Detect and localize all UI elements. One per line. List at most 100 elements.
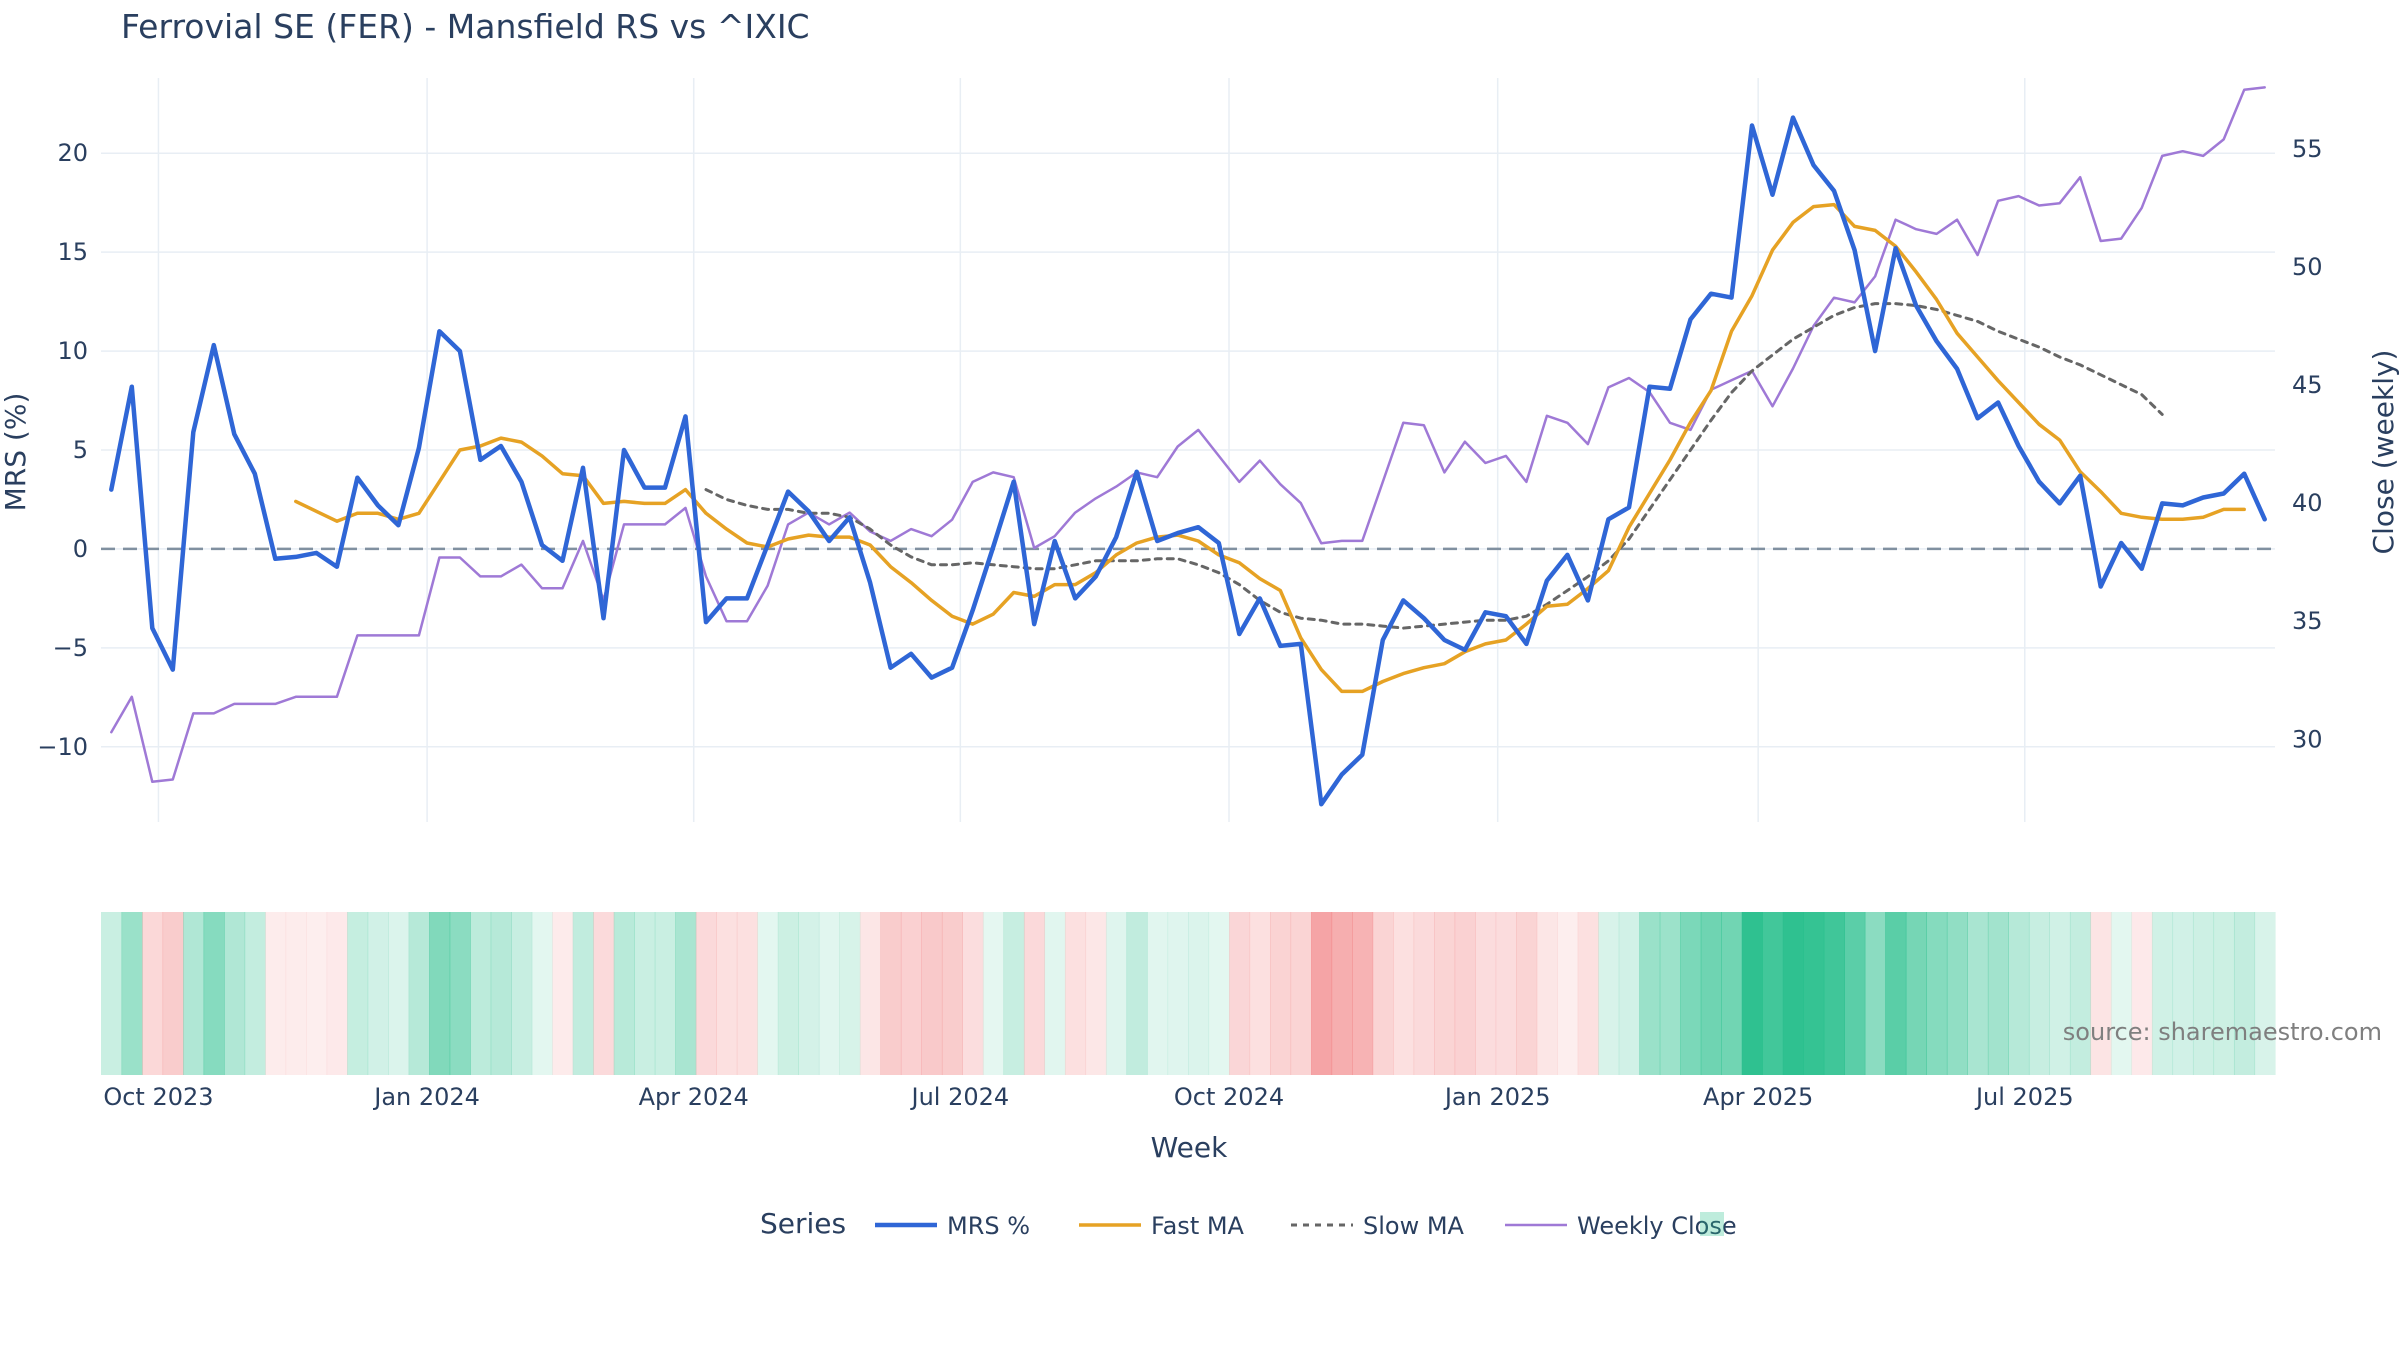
heatmap-cell — [1352, 912, 1374, 1075]
heatmap-cell — [593, 912, 615, 1075]
heatmap-cell — [2008, 912, 2030, 1075]
heatmap-cell — [2213, 912, 2235, 1075]
left-tick-label: 5 — [73, 436, 88, 464]
legend: Series MRS % Fast MA Slow MA Weekly Close — [760, 1207, 1737, 1240]
heatmap-cell — [1229, 912, 1251, 1075]
heatmap-cell — [2192, 912, 2215, 1075]
heatmap-cell — [798, 912, 820, 1075]
heatmap-cell — [1803, 912, 1825, 1075]
heatmap-cell — [634, 912, 656, 1075]
series-line-fast-ma — [294, 202, 2246, 694]
heatmap-cell — [1639, 912, 1661, 1075]
heatmap-cell — [1700, 912, 1722, 1075]
heatmap-cell — [224, 912, 246, 1075]
heatmap-cell — [2049, 912, 2071, 1075]
heatmap-cell — [1023, 912, 1046, 1075]
heatmap-cell — [818, 912, 840, 1075]
left-tick-label: 0 — [73, 535, 88, 563]
heatmap-cell — [1659, 912, 1681, 1075]
gridlines — [101, 78, 2275, 822]
heatmap-cell — [101, 912, 123, 1075]
heatmap-cell — [1987, 912, 2009, 1075]
left-tick-label: 10 — [57, 337, 88, 365]
heatmap-cell — [1475, 912, 1497, 1075]
heatmap-cell — [1208, 912, 1230, 1075]
heatmap-cell — [1064, 912, 1087, 1075]
heatmap-cell — [1495, 912, 1517, 1075]
heatmap-cell — [1782, 912, 1804, 1075]
legend-title: Series — [760, 1207, 846, 1240]
source-label: source: sharemaestro.com — [2063, 1018, 2382, 1046]
heatmap-cell — [449, 912, 471, 1075]
right-tick-label: 35 — [2292, 607, 2323, 635]
heatmap-cell — [2131, 912, 2153, 1075]
heatmap-cell — [613, 912, 635, 1075]
heatmap-cell — [1454, 912, 1476, 1075]
heatmap-cell — [2110, 912, 2133, 1075]
heatmap-cell — [1516, 912, 1538, 1075]
heatmap-cell — [1926, 912, 1948, 1075]
x-axis-title: Week — [1151, 1131, 1228, 1164]
left-tick-label: 20 — [57, 139, 88, 167]
heatmap-cell — [2090, 912, 2112, 1075]
heatmap-cell — [1167, 912, 1189, 1075]
heatmap-cell — [716, 912, 738, 1075]
heatmap-cell — [900, 912, 922, 1075]
left-tick-label: −5 — [53, 634, 88, 662]
heatmap-cell — [654, 912, 676, 1075]
heatmap-cell — [1598, 912, 1620, 1075]
right-axis-ticks: 30 35 40 45 50 55 — [2292, 135, 2323, 753]
heatmap-cell — [1885, 912, 1907, 1075]
heatmap-cell — [142, 912, 164, 1075]
heatmap-cell — [2069, 912, 2092, 1075]
heatmap-cell — [1946, 912, 1968, 1075]
heatmap-cell — [1003, 912, 1025, 1075]
right-tick-label: 30 — [2292, 725, 2323, 753]
heatmap-cell — [429, 912, 451, 1075]
heatmap-cell — [1762, 912, 1784, 1075]
right-axis-title: Close (weekly) — [2367, 350, 2400, 555]
heatmap-cell — [859, 912, 881, 1075]
heatmap-cell — [203, 912, 225, 1075]
heatmap-cell — [982, 912, 1005, 1075]
heatmap-cell — [388, 912, 410, 1075]
heatmap-cell — [880, 912, 902, 1075]
heatmap-cell — [265, 912, 287, 1075]
heatmap-cell — [1270, 912, 1292, 1075]
heatmap-cell — [736, 912, 758, 1075]
heatmap-cell — [306, 912, 328, 1075]
heatmap-cell — [962, 912, 984, 1075]
legend-label: Weekly Close — [1577, 1212, 1737, 1240]
heatmap-cell — [1044, 912, 1066, 1075]
heatmap-cell — [347, 912, 369, 1075]
heatmap-cell — [2233, 912, 2256, 1075]
heatmap-cell — [1823, 912, 1845, 1075]
left-axis-title: MRS (%) — [0, 393, 32, 512]
heatmap-cell — [326, 912, 348, 1075]
x-axis-ticks: Oct 2023 Jan 2024 Apr 2024 Jul 2024 Oct 2024… — [103, 1083, 2073, 1111]
heatmap-cell — [1721, 912, 1743, 1075]
heatmap-cell — [777, 912, 799, 1075]
heatmap-cell — [1741, 912, 1763, 1075]
x-tick-label: Oct 2024 — [1174, 1083, 1284, 1111]
heatmap-cell — [1434, 912, 1456, 1075]
heatmap-cell — [2254, 912, 2276, 1075]
heatmap-cell — [1680, 912, 1702, 1075]
heatmap-cell — [1413, 912, 1435, 1075]
heatmap-cell — [1557, 912, 1579, 1075]
series-line-slow-ma — [704, 302, 2164, 630]
left-axis-ticks: −10 −5 0 5 10 15 20 — [37, 139, 88, 761]
heatmap-cell — [1085, 912, 1107, 1075]
left-tick-label: −10 — [37, 733, 88, 761]
heatmap-cell — [2172, 912, 2194, 1075]
heatmap-cell — [2151, 912, 2174, 1075]
x-tick-label: Oct 2023 — [103, 1083, 213, 1111]
heatmap-cell — [470, 912, 492, 1075]
heatmap-cell — [244, 912, 266, 1075]
heatmap-cell — [408, 912, 430, 1075]
heatmap-cell — [1393, 912, 1415, 1075]
heatmap-cell — [1967, 912, 1989, 1075]
heatmap-cell — [1331, 912, 1353, 1075]
heatmap-cell — [285, 912, 307, 1075]
heatmap-cell — [1844, 912, 1866, 1075]
